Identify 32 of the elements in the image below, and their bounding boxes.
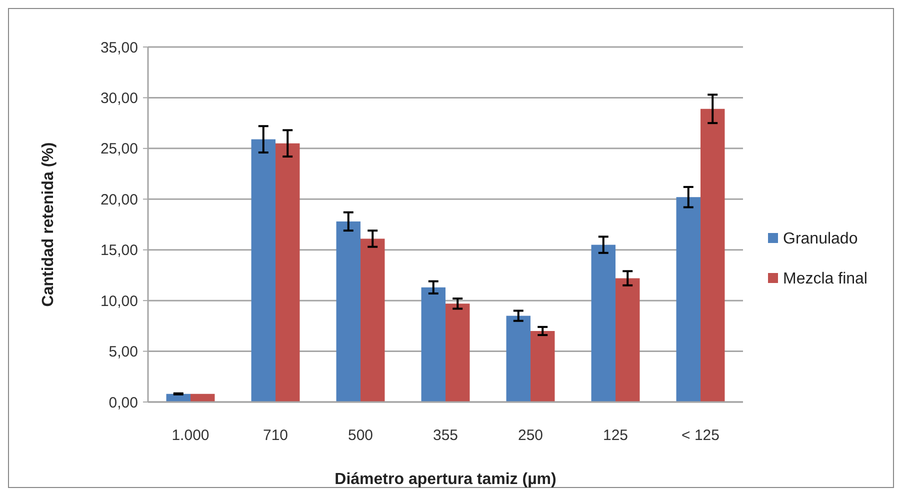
bar bbox=[700, 108, 725, 402]
legend-label: Granulado bbox=[783, 230, 858, 248]
y-tick-label: 35,00 bbox=[100, 39, 138, 56]
y-tick-label: 25,00 bbox=[100, 140, 138, 158]
y-tick-label: 30,00 bbox=[100, 90, 138, 107]
bar bbox=[616, 278, 640, 402]
bar bbox=[591, 244, 616, 402]
y-tick-label: 15,00 bbox=[100, 242, 138, 260]
y-tick-label: 10,00 bbox=[100, 292, 138, 310]
x-axis-title: Diámetro apertura tamiz (µm) bbox=[334, 471, 556, 488]
x-tick-label: 250 bbox=[518, 427, 544, 444]
bar bbox=[446, 304, 470, 402]
bar bbox=[676, 197, 700, 402]
bar bbox=[360, 238, 385, 402]
x-tick-label: 500 bbox=[348, 427, 374, 444]
y-axis-title: Cantidad retenida (%) bbox=[40, 142, 57, 307]
bar bbox=[190, 394, 215, 402]
x-tick-label: 1.000 bbox=[172, 427, 210, 444]
y-tick-label: 5,00 bbox=[108, 344, 138, 361]
x-tick-label: 710 bbox=[262, 427, 288, 444]
bar bbox=[251, 139, 276, 402]
y-tick-label: 0,00 bbox=[108, 394, 138, 412]
x-tick-label: 355 bbox=[432, 427, 458, 444]
x-tick-label: < 125 bbox=[682, 427, 720, 444]
bar bbox=[336, 221, 360, 402]
x-tick-label: 125 bbox=[602, 427, 628, 444]
bar bbox=[421, 287, 446, 402]
bar bbox=[530, 331, 555, 402]
legend-label: Mezcla final bbox=[783, 270, 868, 288]
y-tick-label: 20,00 bbox=[100, 191, 138, 208]
bar bbox=[276, 143, 300, 402]
bar bbox=[506, 316, 530, 402]
